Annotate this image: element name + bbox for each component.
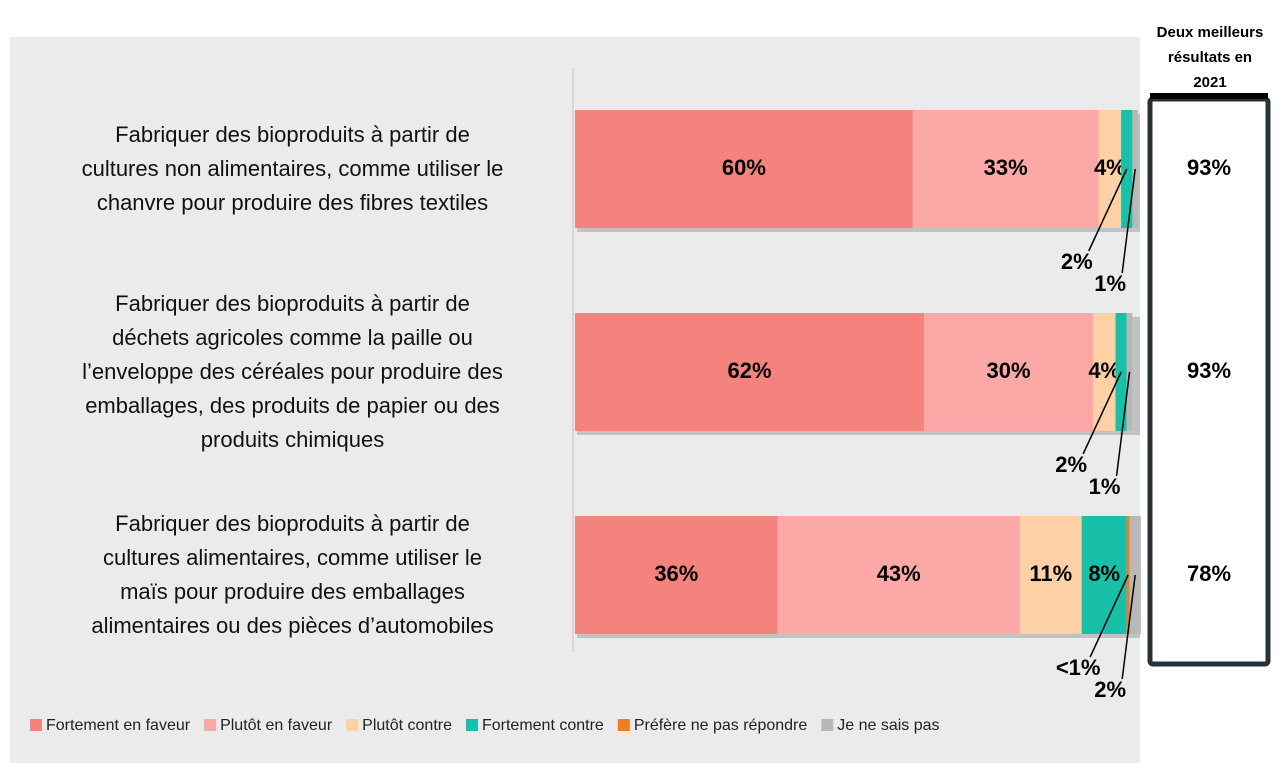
bar-segment xyxy=(924,313,1093,431)
legend-label: Plutôt contre xyxy=(362,717,452,734)
legend-swatch xyxy=(346,719,359,731)
bar-segment xyxy=(1092,313,1116,431)
top2-value: 93% xyxy=(1187,155,1231,180)
legend-swatch xyxy=(617,719,630,731)
data-label: 8% xyxy=(1088,561,1120,586)
top2-title: Deux meilleurs résultats en 2021 xyxy=(1156,24,1264,91)
category-label: Fabriquer des bioproduits à partir de cu… xyxy=(91,511,494,638)
bar-segment xyxy=(575,313,925,431)
data-label: 30% xyxy=(986,358,1030,383)
data-label: 43% xyxy=(877,561,921,586)
bar-segment xyxy=(1019,516,1082,634)
bar-segment xyxy=(575,110,913,228)
legend-label: Fortement en faveur xyxy=(46,717,191,734)
data-label: 62% xyxy=(728,358,772,383)
leader-line xyxy=(1121,168,1136,274)
legend-label: Préfère ne pas répondre xyxy=(634,717,808,734)
legend-label: Fortement contre xyxy=(482,717,604,734)
bar-segment xyxy=(912,110,1099,228)
top2-value: 93% xyxy=(1187,358,1231,383)
legend-swatch xyxy=(465,719,478,731)
category-label: Fabriquer des bioproduits à partir de dé… xyxy=(82,291,503,452)
data-label: 33% xyxy=(984,155,1028,180)
leader-line xyxy=(1082,371,1122,455)
legend-label: Je ne sais pas xyxy=(837,717,939,734)
leader-line xyxy=(1089,574,1129,658)
leader-line xyxy=(1088,168,1128,252)
category-label: Fabriquer des bioproduits à partir de cu… xyxy=(81,122,504,215)
data-label: <1% xyxy=(1056,655,1101,680)
data-label: 60% xyxy=(722,155,766,180)
top2-value: 78% xyxy=(1187,561,1231,586)
legend-swatch xyxy=(204,719,217,731)
leader-line xyxy=(1121,574,1136,680)
bar-segment xyxy=(1098,110,1122,228)
data-label: 2% xyxy=(1061,249,1093,274)
legend-swatch xyxy=(821,719,834,731)
data-label: 2% xyxy=(1055,452,1087,477)
bar-segment xyxy=(777,516,1020,634)
data-label: 2% xyxy=(1094,677,1126,702)
data-label: 36% xyxy=(654,561,698,586)
legend-swatch xyxy=(30,719,42,731)
leader-line xyxy=(1115,371,1131,477)
data-label: 1% xyxy=(1094,271,1126,296)
data-label: 11% xyxy=(1029,561,1072,586)
data-label: 4% xyxy=(1088,358,1120,383)
bar-segment xyxy=(575,516,778,634)
data-label: 4% xyxy=(1094,155,1126,180)
legend-label: Plutôt en faveur xyxy=(220,717,333,734)
data-label: 1% xyxy=(1089,474,1121,499)
bar-segment xyxy=(1081,516,1127,634)
